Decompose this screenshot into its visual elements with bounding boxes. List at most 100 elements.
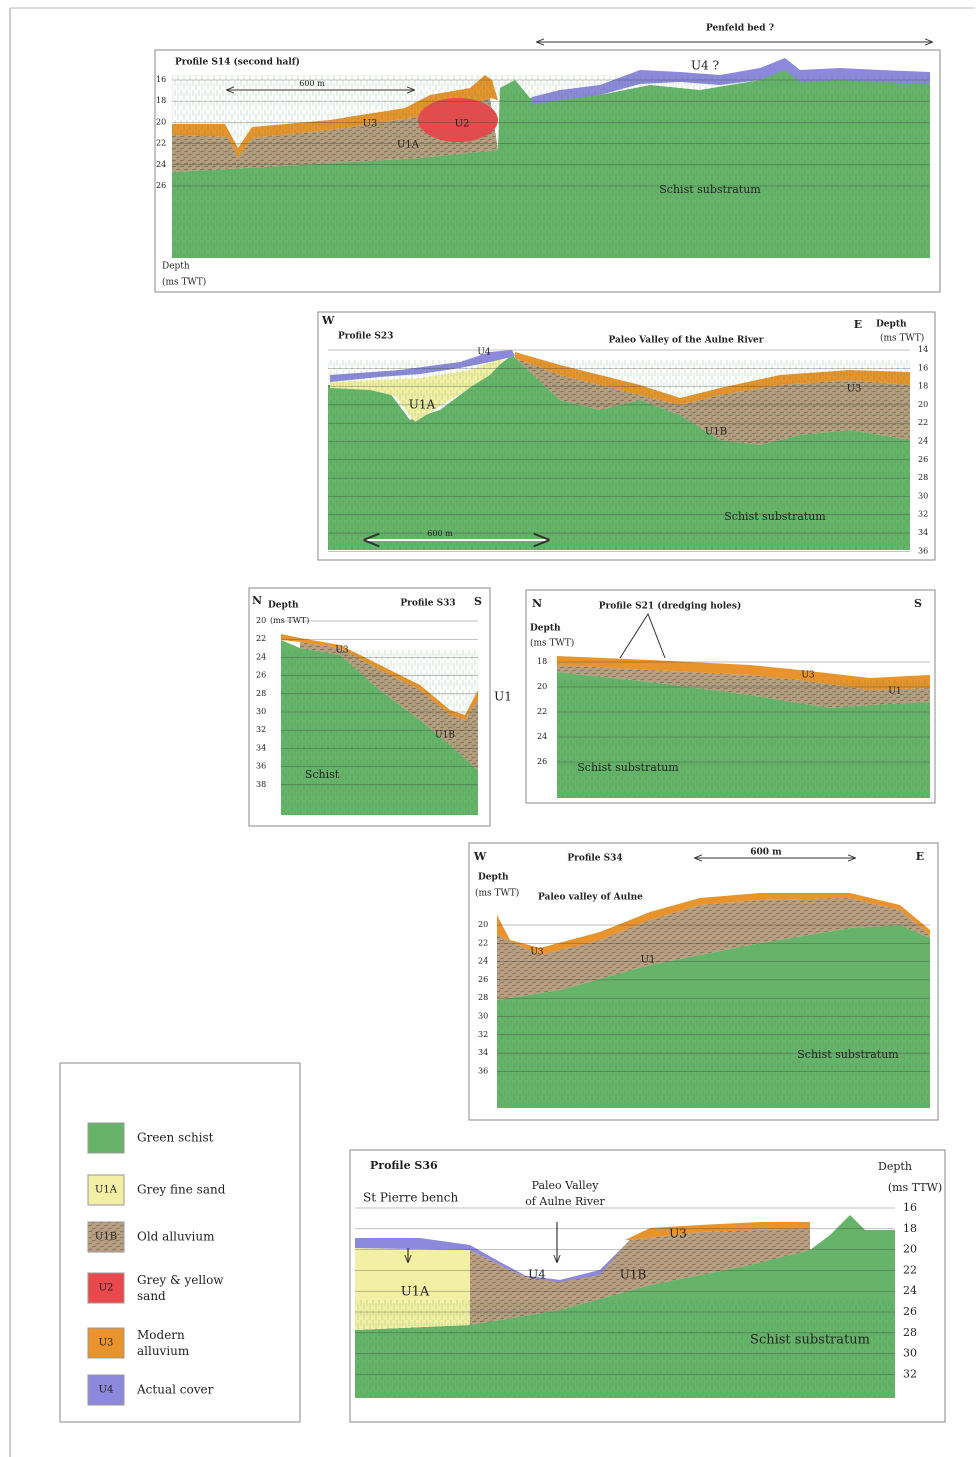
label: Profile S14 (second half) <box>175 57 300 68</box>
depth-tick-label: 28 <box>903 1326 917 1339</box>
label: U4 ? <box>691 59 719 73</box>
depth-tick-label: 22 <box>256 634 266 643</box>
legend-label: Grey fine sand <box>137 1183 226 1197</box>
depth-tick-label: 28 <box>918 473 928 482</box>
label: U1 <box>888 687 901 697</box>
depth-tick-label: 30 <box>478 1012 488 1021</box>
depth-tick-label: 22 <box>918 418 928 427</box>
depth-tick-label: 24 <box>156 160 166 169</box>
depth-tick-label: 34 <box>918 528 928 537</box>
label: W <box>321 314 335 327</box>
depth-tick-label: 36 <box>478 1066 488 1075</box>
depth-tick-label: 24 <box>918 437 928 446</box>
depth-tick-label: 32 <box>478 1030 488 1039</box>
depth-tick-label: 24 <box>903 1284 917 1297</box>
label: E <box>916 850 924 863</box>
noise <box>172 75 930 258</box>
depth-tick-label: 18 <box>918 382 928 391</box>
noise <box>355 1300 895 1398</box>
depth-tick-label: 26 <box>478 975 488 984</box>
label: Profile S34 <box>567 854 622 864</box>
label: Paleo Valley <box>532 1179 600 1192</box>
label: S <box>914 597 922 610</box>
legend-label: Old alluvium <box>137 1230 215 1244</box>
label: Schist substratum <box>797 1048 899 1061</box>
legend-label-line: Grey & yellow <box>137 1273 224 1287</box>
legend-label-line: alluvium <box>137 1344 190 1358</box>
label: of Aulne River <box>525 1195 605 1208</box>
legend-code: U1A <box>95 1185 118 1196</box>
label: U1B <box>620 1268 647 1282</box>
depth-tick-label: 18 <box>156 96 166 105</box>
label: 600 m <box>299 79 325 88</box>
depth-tick-label: 16 <box>156 75 166 84</box>
label: Profile S23 <box>338 332 393 342</box>
legend-code: U3 <box>99 1338 114 1349</box>
depth-tick-label: 20 <box>256 616 266 625</box>
label: U1B <box>435 731 455 741</box>
depth-tick-label: 14 <box>918 345 928 354</box>
depth-tick-label: 24 <box>256 652 266 661</box>
depth-tick-label: 32 <box>918 510 928 519</box>
depth-tick-label: 34 <box>256 743 266 752</box>
label: Depth <box>162 262 190 272</box>
depth-tick-label: 24 <box>537 732 547 741</box>
depth-tick-label: 22 <box>903 1263 917 1276</box>
label: U2 <box>455 119 470 130</box>
label: U4 <box>528 1268 546 1282</box>
depth-tick-label: 18 <box>537 657 547 666</box>
depth-tick-label: 36 <box>918 546 928 555</box>
label: U3 <box>530 948 544 958</box>
depth-tick-label: 30 <box>903 1347 917 1360</box>
depth-tick-label: 28 <box>256 689 266 698</box>
label: Profile S21 (dredging holes) <box>599 601 742 612</box>
depth-tick-label: 18 <box>903 1222 917 1235</box>
depth-tick-label: 26 <box>256 671 266 680</box>
depth-tick-label: 28 <box>478 993 488 1002</box>
depth-tick-label: 20 <box>156 117 166 126</box>
label: U1A <box>397 140 420 151</box>
label: N <box>252 594 262 607</box>
depth-tick-label: 16 <box>903 1201 917 1214</box>
depth-tick-label: 20 <box>918 400 928 409</box>
noise <box>557 680 930 798</box>
label: W <box>473 850 487 863</box>
depth-tick-label: 20 <box>903 1243 917 1256</box>
label: Profile S36 <box>370 1159 438 1172</box>
label: (ms TWT) <box>475 888 519 899</box>
label: (ms TWT) <box>530 638 574 649</box>
depth-tick-label: 26 <box>903 1305 917 1318</box>
depth-tick-label: 22 <box>156 139 166 148</box>
label: Schist substratum <box>577 761 679 774</box>
label: S <box>474 595 482 608</box>
depth-tick-label: 38 <box>256 780 266 789</box>
label: U3 <box>669 1227 687 1241</box>
label: 600 m <box>750 848 782 858</box>
label: Depth <box>530 624 561 634</box>
legend-label: Actual cover <box>136 1383 214 1397</box>
label: Paleo valley of Aulne <box>538 893 643 903</box>
depth-tick-label: 34 <box>478 1048 488 1057</box>
depth-tick-label: 26 <box>537 757 547 766</box>
label: E <box>854 318 862 331</box>
label: (ms TWT) <box>162 277 206 288</box>
label: U1A <box>401 1285 430 1300</box>
label: U1B <box>705 427 727 438</box>
label: U1 <box>641 955 656 966</box>
label: Schist substratum <box>659 183 761 196</box>
label: St Pierre bench <box>363 1191 458 1205</box>
figure: 16 18 20 22 24 26 Profile S14 (second half) 600… <box>0 0 980 1457</box>
label: Penfeld bed ? <box>706 24 774 34</box>
depth-tick-label: 22 <box>478 938 488 947</box>
depth-tick-label: 32 <box>903 1367 917 1380</box>
label: Profile S33 <box>400 599 455 609</box>
depth-tick-label: 20 <box>537 682 547 691</box>
label: Schist <box>305 768 340 781</box>
depth-tick-label: 30 <box>256 707 266 716</box>
label: U3 <box>363 119 378 130</box>
legend-label: Green schist <box>137 1131 214 1145</box>
label: Depth <box>876 320 907 330</box>
depth-tick-label: 36 <box>256 762 266 771</box>
depth-tick-label: 32 <box>256 725 266 734</box>
label: Depth <box>268 601 299 611</box>
